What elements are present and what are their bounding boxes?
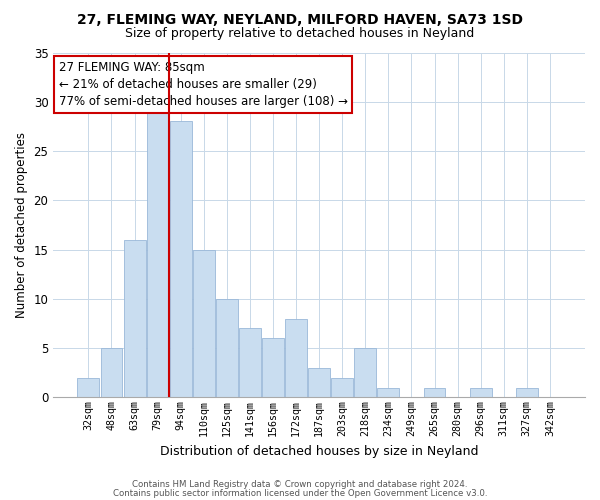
Bar [308, 368, 330, 398]
Text: 27 FLEMING WAY: 85sqm
← 21% of detached houses are smaller (29)
77% of semi-deta: 27 FLEMING WAY: 85sqm ← 21% of detached … [59, 61, 347, 108]
Bar [331, 378, 353, 398]
Bar [146, 112, 169, 398]
Bar [101, 348, 122, 398]
Text: 27, FLEMING WAY, NEYLAND, MILFORD HAVEN, SA73 1SD: 27, FLEMING WAY, NEYLAND, MILFORD HAVEN,… [77, 12, 523, 26]
Text: Size of property relative to detached houses in Neyland: Size of property relative to detached ho… [125, 28, 475, 40]
Text: Contains public sector information licensed under the Open Government Licence v3: Contains public sector information licen… [113, 488, 487, 498]
Bar [355, 348, 376, 398]
Bar [193, 250, 215, 398]
Bar [285, 318, 307, 398]
Bar [516, 388, 538, 398]
Bar [424, 388, 445, 398]
Text: Contains HM Land Registry data © Crown copyright and database right 2024.: Contains HM Land Registry data © Crown c… [132, 480, 468, 489]
Bar [170, 122, 191, 398]
Bar [377, 388, 400, 398]
Bar [470, 388, 491, 398]
Bar [77, 378, 100, 398]
Y-axis label: Number of detached properties: Number of detached properties [15, 132, 28, 318]
Bar [262, 338, 284, 398]
Bar [124, 240, 146, 398]
Bar [216, 299, 238, 398]
Bar [239, 328, 261, 398]
X-axis label: Distribution of detached houses by size in Neyland: Distribution of detached houses by size … [160, 444, 478, 458]
